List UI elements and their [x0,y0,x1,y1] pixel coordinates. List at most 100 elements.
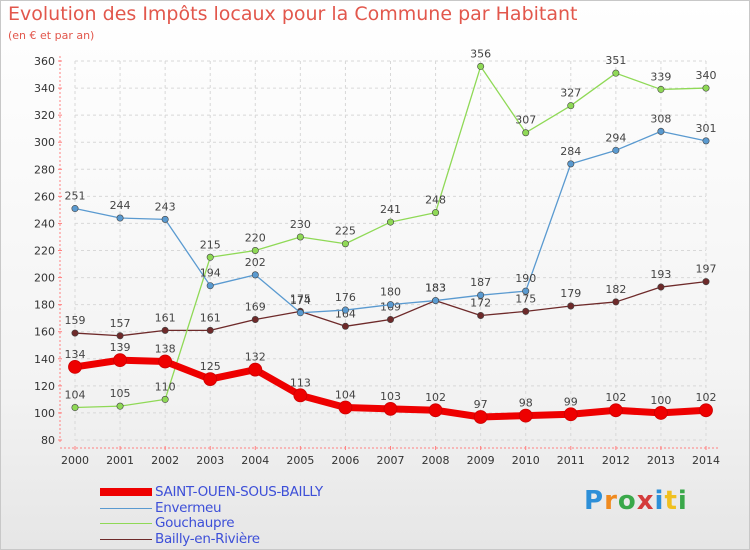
data-point [206,326,214,334]
data-label: 183 [425,282,446,295]
data-label: 194 [200,267,221,280]
data-label: 175 [515,292,536,305]
legend-swatch [100,488,152,496]
data-point [116,402,124,410]
chart-title: Evolution des Impôts locaux pour la Comm… [8,3,578,25]
data-label: 175 [290,292,311,305]
data-point [567,302,575,310]
data-label: 243 [155,200,176,213]
x-tick-label: 2001 [106,454,134,467]
data-label: 102 [696,391,717,404]
data-point [116,332,124,340]
data-point [248,362,263,377]
data-label: 327 [560,87,581,100]
logo-letter: x [636,486,655,516]
x-tick-label: 2011 [557,454,585,467]
y-tick-label: 180 [34,299,55,312]
data-label: 241 [380,203,401,216]
data-point [473,410,488,424]
data-label: 110 [155,380,176,393]
x-tick-label: 2002 [151,454,179,467]
data-point [338,400,353,415]
data-point [296,309,304,317]
data-point [563,407,578,422]
data-point [386,301,394,309]
data-label: 134 [65,348,86,361]
data-label: 157 [110,317,131,330]
x-tick-label: 2006 [331,454,359,467]
y-tick-label: 220 [34,245,55,258]
data-label: 215 [200,238,221,251]
data-point [477,311,485,319]
data-label: 251 [65,190,86,203]
y-tick-label: 360 [34,55,55,68]
data-point [702,278,710,286]
data-point [383,401,398,416]
y-tick-label: 260 [34,190,55,203]
chart-subtitle: (en € et par an) [8,29,95,42]
data-label: 244 [110,199,131,212]
data-label: 104 [65,389,86,402]
data-point [116,214,124,222]
data-point [657,283,665,291]
data-point [612,69,620,77]
data-label: 138 [155,342,176,355]
data-label: 301 [696,122,717,135]
x-tick-label: 2012 [602,454,630,467]
data-point [341,240,349,248]
data-point [428,403,443,418]
x-tick-label: 2000 [61,454,89,467]
data-point [71,329,79,337]
logo-letter: i [677,486,688,516]
legend-label: Gouchaupre [155,515,235,531]
data-label: 102 [425,391,446,404]
data-point [158,354,173,369]
data-point [296,233,304,241]
data-label: 220 [245,232,266,245]
data-point [432,209,440,217]
data-label: 307 [515,114,536,127]
legend-label: SAINT-OUEN-SOUS-BAILLY [155,484,323,500]
data-label: 159 [65,314,86,327]
data-label: 190 [515,272,536,285]
data-label: 102 [605,391,626,404]
data-label: 161 [200,311,221,324]
y-tick-label: 300 [34,136,55,149]
data-label: 356 [470,47,491,60]
data-point [567,160,575,168]
data-point [699,403,713,418]
data-label: 193 [650,268,671,281]
data-point [518,408,533,423]
data-point [203,372,218,386]
y-tick-label: 140 [34,353,55,366]
x-tick-label: 2010 [512,454,540,467]
data-point [432,297,440,305]
data-point [657,127,665,135]
data-label: 169 [245,301,266,314]
logo-letter: P [584,486,605,516]
data-point [161,326,169,334]
data-point [71,404,79,412]
data-label: 176 [335,291,356,304]
legend-swatch [100,538,152,540]
legend-label: Bailly-en-Rivière [155,530,260,547]
data-label: 230 [290,218,311,231]
x-tick-label: 2007 [377,454,405,467]
data-label: 139 [110,341,131,354]
y-tick-label: 100 [34,407,55,420]
y-tick-label: 200 [34,272,55,285]
data-label: 225 [335,225,356,238]
data-label: 100 [650,394,671,407]
data-label: 104 [335,389,356,402]
x-tick-label: 2008 [422,454,450,467]
data-point [657,85,665,93]
data-point [251,271,259,279]
logo-letter: i [654,486,665,516]
legend-label: Envermeu [155,499,222,516]
data-label: 339 [650,70,671,83]
data-label: 103 [380,390,401,403]
data-point [113,353,127,368]
data-point [71,205,79,213]
data-point [68,360,82,374]
data-point [386,218,394,226]
